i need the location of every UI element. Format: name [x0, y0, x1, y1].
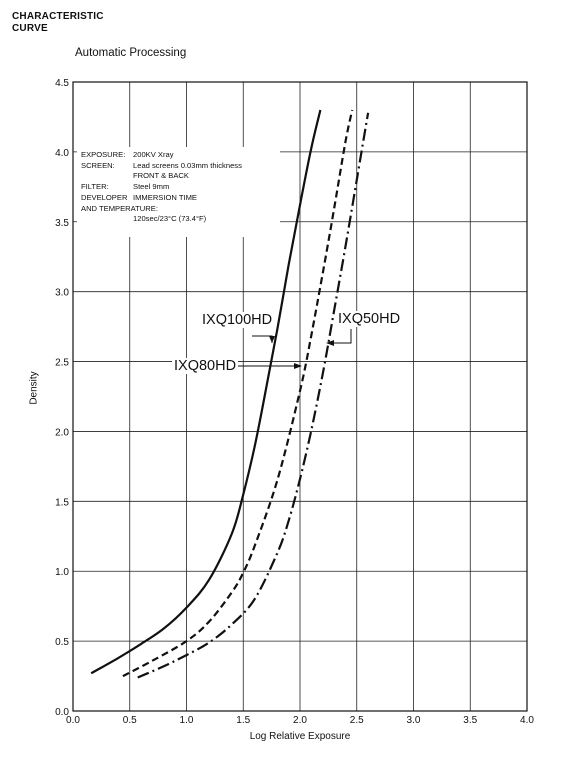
y-tick-label: 0.0 — [55, 707, 69, 718]
y-tick-label: 1.0 — [55, 567, 69, 578]
leader-ixq50hd — [330, 329, 352, 344]
y-tick-label: 4.0 — [55, 148, 69, 159]
note-filter-value: Steel 9mm — [133, 182, 170, 192]
label-ixq50hd: IXQ50HD — [336, 311, 403, 327]
x-axis-label: Log Relative Exposure — [249, 731, 351, 742]
header-line-1: CHARACTERISTIC — [12, 11, 104, 22]
note-temperature-key: AND TEMPERATURE: — [81, 203, 158, 213]
y-tick-label: 3.5 — [55, 218, 69, 229]
note-developer-value: IMMERSION TIME — [133, 192, 197, 202]
note-exposure-value: 200KV Xray — [133, 150, 174, 159]
x-tick-label: 1.5 — [236, 715, 250, 726]
chart-header: CHARACTERISTIC CURVE — [12, 11, 104, 35]
y-tick-label: 2.0 — [55, 427, 69, 438]
series-line-ixq50hd — [137, 112, 370, 679]
x-tick-label: 3.0 — [407, 715, 421, 726]
note-temperature-value: 120sec/23°C (73.4°F) — [133, 214, 207, 224]
series-line-ixq100hd — [90, 109, 322, 675]
y-tick-label: 3.0 — [55, 288, 69, 299]
note-filter-key: FILTER: — [81, 182, 109, 192]
x-tick-label: 2.0 — [293, 715, 307, 726]
y-axis-label: Density — [28, 371, 40, 405]
x-tick-label: 1.0 — [180, 715, 194, 726]
x-tick-label: 2.5 — [350, 715, 364, 726]
y-tick-label: 4.5 — [55, 78, 69, 89]
label-ixq100hd: IXQ100HD — [200, 312, 275, 328]
y-tick-label: 0.5 — [55, 637, 69, 648]
arrowhead-ixq80hd — [294, 363, 302, 369]
arrowhead-ixq50hd — [326, 340, 334, 346]
arrowhead-ixq100hd — [269, 336, 275, 343]
note-screen-value-2: FRONT & BACK — [133, 171, 189, 181]
series-line-ixq80hd — [122, 109, 354, 678]
x-tick-label: 0.5 — [123, 715, 137, 726]
label-ixq80hd: IXQ80HD — [172, 358, 239, 374]
plot-frame — [72, 81, 528, 712]
x-tick-label: 0.0 — [66, 715, 80, 726]
header-line-2: CURVE — [12, 23, 48, 34]
x-tick-label: 4.0 — [520, 715, 534, 726]
note-exposure-key: EXPOSURE: — [81, 150, 126, 159]
y-tick-label: 2.5 — [55, 358, 69, 369]
note-screen-value: Lead screens 0.03mm thickness — [133, 160, 242, 170]
leader-ixq100hd — [252, 335, 273, 343]
y-tick-label: 1.5 — [55, 497, 69, 508]
x-tick-label: 3.5 — [463, 715, 477, 726]
chart-title: Automatic Processing — [75, 47, 187, 59]
exposure-conditions-box: EXPOSURE: 200KV Xray SCREEN: Lead screens … — [77, 147, 280, 237]
note-screen-key: SCREEN: — [81, 160, 115, 170]
note-developer-key: DEVELOPER — [81, 192, 128, 202]
